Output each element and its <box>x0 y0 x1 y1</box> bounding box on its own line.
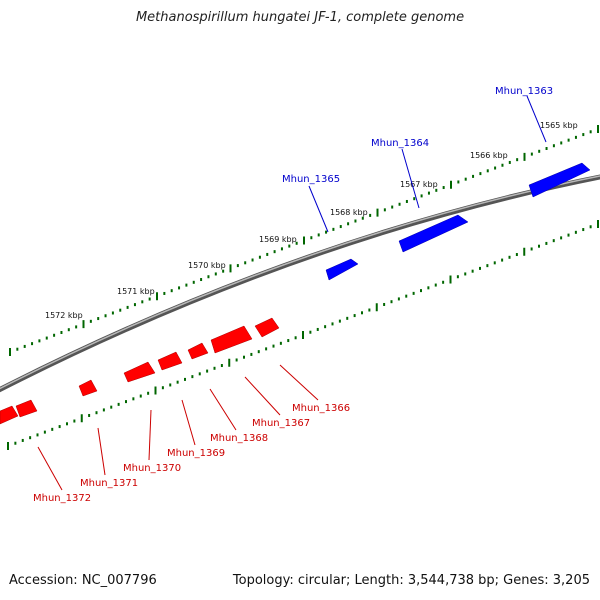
gene-partial-left[interactable] <box>0 405 19 425</box>
topology-text: Topology: circular; Length: 3,544,738 bp… <box>232 573 590 588</box>
kbp-scale-labels: 1565 kbp 1566 kbp 1567 kbp 1568 kbp 1569… <box>45 121 578 320</box>
label-mhun-1365: Mhun_1365 <box>282 174 340 185</box>
gene-mhun-1371[interactable] <box>78 379 98 397</box>
gene-mhun-1366[interactable] <box>254 317 280 338</box>
map-title: Methanospirillum hungatei JF-1, complete… <box>135 10 465 25</box>
gene-mhun-1367[interactable] <box>210 325 253 354</box>
label-mhun-1363: Mhun_1363 <box>495 86 553 97</box>
label-mhun-1366: Mhun_1366 <box>292 403 350 414</box>
forward-strand-genes: Mhun_1363 Mhun_1364 Mhun_1365 <box>282 86 591 281</box>
leader-mhun-1365 <box>308 185 329 233</box>
label-mhun-1364: Mhun_1364 <box>371 138 429 149</box>
reverse-strand-genes: Mhun_1366 Mhun_1367 Mhun_1368 Mhun_1369 … <box>0 317 350 504</box>
leader-mhun-1363 <box>526 95 547 143</box>
leader-mhun-1371 <box>97 427 106 476</box>
gene-mhun-1369[interactable] <box>157 351 183 371</box>
genome-backbone-highlight <box>0 175 600 390</box>
label-mhun-1368: Mhun_1368 <box>210 433 268 444</box>
kbp-label-1565: 1565 kbp <box>540 121 578 130</box>
leader-mhun-1369 <box>181 399 196 446</box>
label-mhun-1372: Mhun_1372 <box>33 493 91 504</box>
label-mhun-1367: Mhun_1367 <box>252 418 310 429</box>
outer-tick-row <box>9 125 599 356</box>
leader-mhun-1367 <box>244 376 281 416</box>
label-mhun-1371: Mhun_1371 <box>80 478 138 489</box>
inner-tick-row <box>7 220 599 450</box>
label-mhun-1370: Mhun_1370 <box>123 463 181 474</box>
leader-mhun-1368 <box>209 388 237 431</box>
gene-mhun-1368[interactable] <box>187 342 209 360</box>
leader-mhun-1372 <box>37 446 63 491</box>
leader-mhun-1366 <box>279 364 319 401</box>
kbp-label-1572: 1572 kbp <box>45 311 83 320</box>
kbp-label-1571: 1571 kbp <box>117 287 155 296</box>
kbp-label-1570: 1570 kbp <box>188 261 226 270</box>
gene-mhun-1364[interactable] <box>398 214 469 253</box>
gene-mhun-1365[interactable] <box>325 258 359 281</box>
label-mhun-1369: Mhun_1369 <box>167 448 225 459</box>
kbp-label-1568: 1568 kbp <box>330 208 368 217</box>
gene-mhun-1363[interactable] <box>528 162 591 198</box>
kbp-label-1566: 1566 kbp <box>470 151 508 160</box>
kbp-label-1569: 1569 kbp <box>259 235 297 244</box>
gene-mhun-1372[interactable] <box>15 399 38 418</box>
genome-backbone <box>0 174 600 393</box>
accession-text: Accession: NC_007796 <box>9 573 157 588</box>
gene-mhun-1370[interactable] <box>123 361 156 383</box>
kbp-label-1567: 1567 kbp <box>400 180 438 189</box>
leader-mhun-1364 <box>401 148 420 209</box>
leader-mhun-1370 <box>148 409 152 461</box>
